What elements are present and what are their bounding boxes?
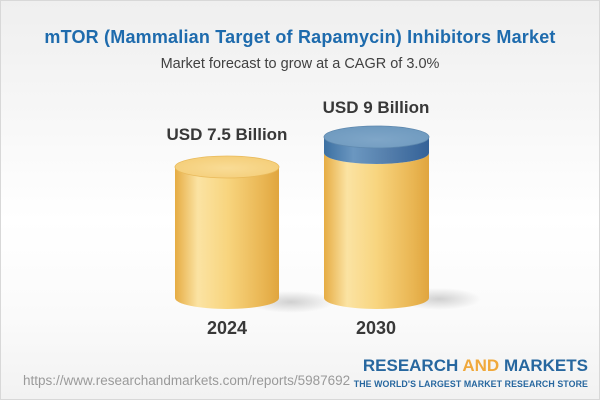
chart-title: mTOR (Mammalian Target of Rapamycin) Inh…: [44, 27, 556, 47]
logo-word-markets: MARKETS: [503, 356, 588, 375]
category-label-2024: 2024: [206, 318, 248, 338]
chart-subtitle: Market forecast to grow at a CAGR of 3.0…: [160, 56, 440, 72]
category-label-2030: 2030: [355, 318, 397, 338]
bar-2030-cylinder: [323, 125, 430, 309]
logo-tagline: THE WORLD'S LARGEST MARKET RESEARCH STOR…: [353, 378, 588, 389]
bar-2030-top: [323, 125, 430, 149]
value-label-2024: USD 7.5 Billion: [166, 125, 288, 144]
bar-2030-growth-segment: [324, 137, 429, 164]
bar-2030-base-segment: [324, 153, 429, 309]
value-label-2030: USD 9 Billion: [322, 98, 430, 117]
bar-2024-body: [175, 167, 279, 309]
bar-2024-cylinder: [174, 155, 280, 309]
logo-word-and: AND: [462, 356, 500, 375]
research-and-markets-logo: RESEARCH AND MARKETS THE WORLD'S LARGEST…: [353, 356, 588, 389]
logo-wordmark: RESEARCH AND MARKETS: [354, 356, 588, 376]
logo-word-research: RESEARCH: [362, 356, 459, 375]
bar-2024-top: [174, 155, 280, 179]
report-url: https://www.researchandmarkets.com/repor…: [23, 373, 351, 388]
